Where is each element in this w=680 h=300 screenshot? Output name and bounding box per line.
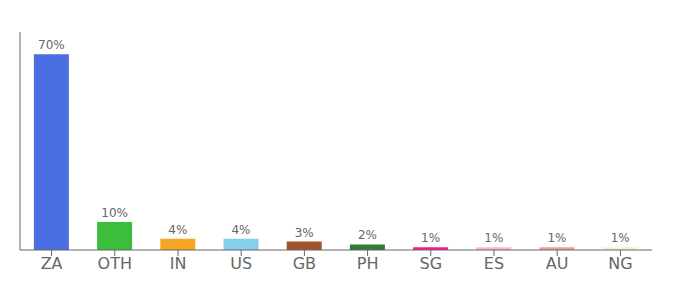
svg-text:4%: 4% <box>168 223 187 237</box>
svg-text:2%: 2% <box>358 228 377 242</box>
svg-text:IN: IN <box>170 254 187 273</box>
svg-text:10%: 10% <box>101 206 128 220</box>
svg-text:OTH: OTH <box>98 254 132 273</box>
svg-text:SG: SG <box>420 254 443 273</box>
svg-text:4%: 4% <box>231 223 250 237</box>
svg-text:1%: 1% <box>484 231 503 245</box>
svg-text:NG: NG <box>608 254 632 273</box>
svg-text:ES: ES <box>484 254 504 273</box>
svg-text:AU: AU <box>546 254 569 273</box>
svg-text:GB: GB <box>293 254 316 273</box>
svg-text:3%: 3% <box>295 226 314 240</box>
svg-text:1%: 1% <box>547 231 566 245</box>
svg-text:1%: 1% <box>611 231 630 245</box>
svg-text:US: US <box>230 254 252 273</box>
svg-text:ZA: ZA <box>41 254 63 273</box>
svg-text:PH: PH <box>357 254 379 273</box>
svg-text:70%: 70% <box>38 38 65 52</box>
svg-text:1%: 1% <box>421 231 440 245</box>
